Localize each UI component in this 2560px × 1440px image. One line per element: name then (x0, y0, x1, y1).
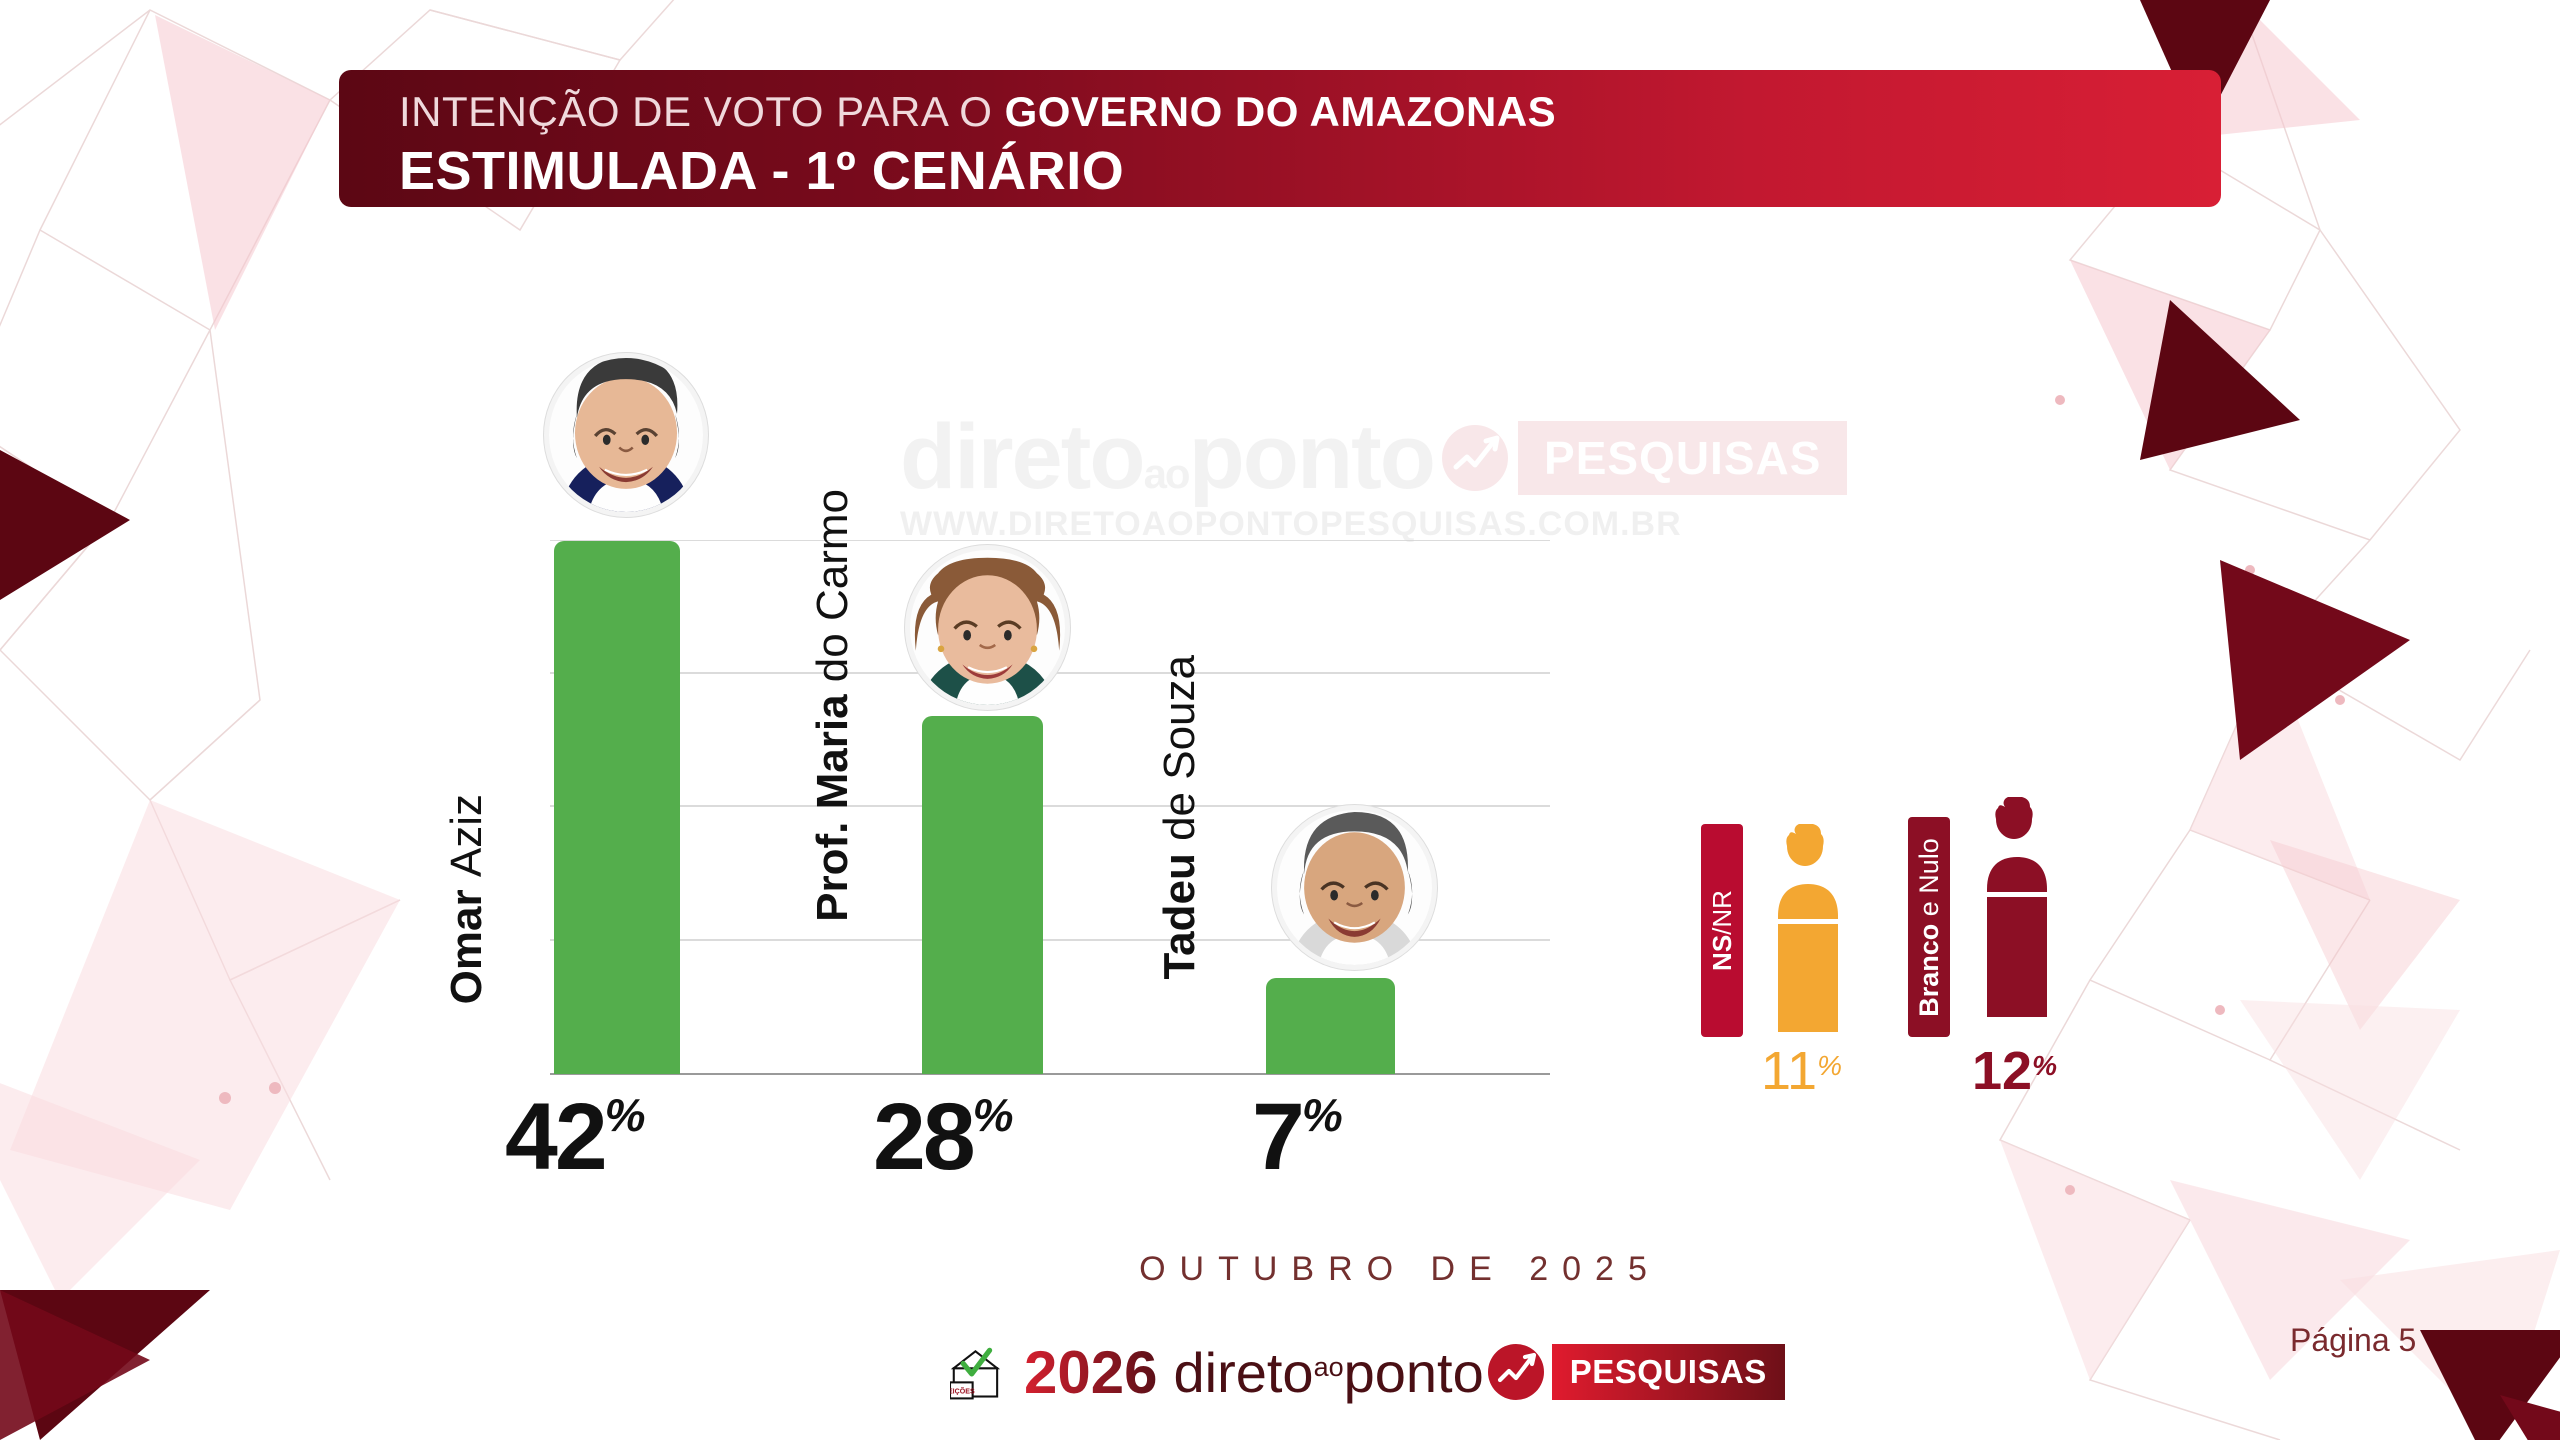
svg-text:EIÇÕES: EIÇÕES (950, 1387, 975, 1396)
